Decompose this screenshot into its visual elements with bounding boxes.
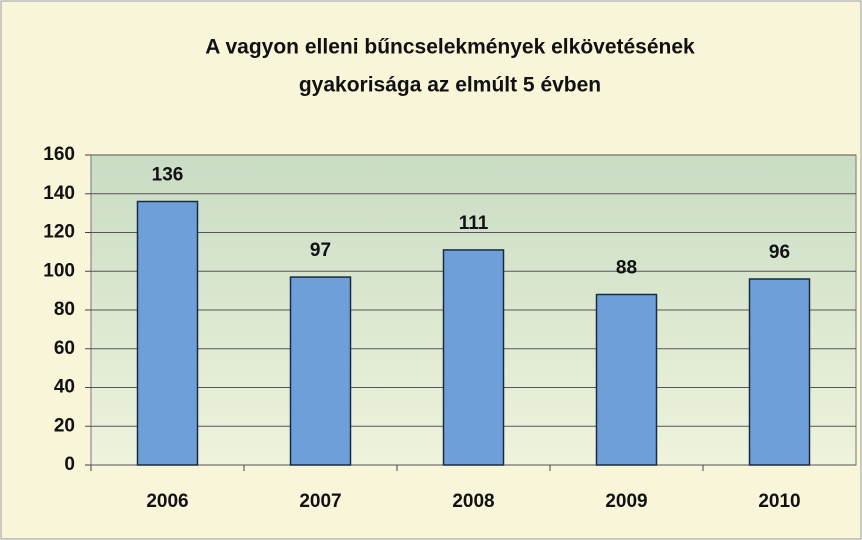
bar — [442, 249, 505, 466]
y-tick-label: 120 — [43, 222, 75, 243]
bar — [595, 293, 658, 466]
y-tick-label: 40 — [54, 377, 75, 398]
data-label: 88 — [616, 258, 637, 279]
x-tick-label: 2010 — [758, 491, 800, 512]
data-label: 97 — [310, 240, 331, 261]
y-tick-label: 0 — [64, 454, 75, 475]
chart-title: gyakorisága az elmúlt 5 évben — [299, 74, 601, 97]
data-label: 136 — [152, 165, 184, 186]
bar — [136, 200, 199, 466]
x-tick-label: 2007 — [299, 491, 341, 512]
y-tick-label: 160 — [43, 144, 75, 165]
y-tick-label: 60 — [54, 338, 75, 359]
bar — [748, 278, 811, 466]
y-tick-label: 80 — [54, 299, 75, 320]
chart-title: A vagyon elleni bűncselekmények elköveté… — [205, 36, 695, 59]
bar — [289, 276, 352, 466]
x-tick-label: 2009 — [605, 491, 647, 512]
y-tick-label: 100 — [43, 260, 75, 281]
data-label: 111 — [459, 213, 489, 234]
x-tick-label: 2008 — [452, 491, 494, 512]
y-tick-label: 20 — [54, 415, 75, 436]
y-tick-label: 140 — [43, 183, 75, 204]
x-tick-label: 2006 — [146, 491, 188, 512]
data-label: 96 — [769, 242, 790, 263]
